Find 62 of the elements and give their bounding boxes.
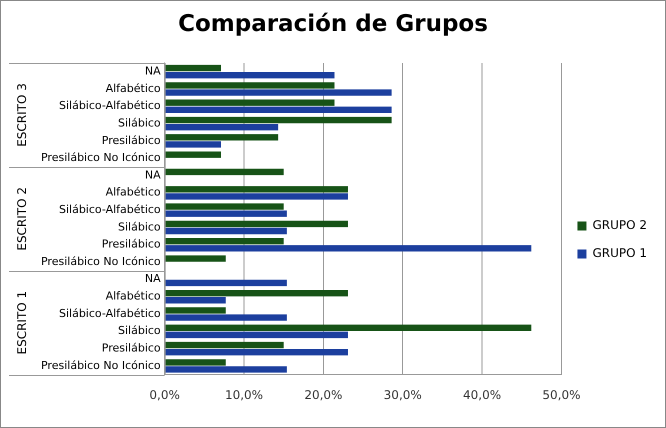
text: ESCRITO 1 — [15, 290, 30, 355]
y-tick-label: Presilábico No Icónico — [40, 358, 161, 372]
bar — [165, 245, 532, 252]
bar — [165, 297, 226, 304]
y-tick-label: Presilábico No Icónico — [40, 254, 161, 268]
bar — [165, 342, 284, 348]
y-tick-label: Silábico — [118, 220, 161, 234]
bar — [165, 151, 222, 158]
y-tick-label: Presilábico — [102, 134, 161, 147]
bar — [165, 64, 222, 72]
bar — [165, 280, 287, 286]
bar — [165, 359, 226, 366]
y-tick-label: Silábico — [118, 116, 161, 130]
y-tick-label: Silábico-Alfabético — [58, 306, 161, 320]
bar — [165, 124, 278, 130]
bar — [165, 193, 348, 200]
y-tick-label: Presilábico No Icónico — [40, 151, 161, 164]
y-tick-label: Presilábico — [102, 238, 161, 251]
text: ESCRITO 3 — [15, 83, 30, 147]
bar — [165, 89, 392, 96]
bar — [165, 348, 348, 356]
bar — [165, 324, 532, 331]
x-tick-label: 50,0% — [542, 388, 581, 402]
x-tick-label: 0,0% — [149, 388, 180, 402]
bar — [165, 141, 222, 148]
bar — [165, 116, 392, 124]
x-tick-label: 30,0% — [384, 388, 422, 402]
bar — [165, 332, 348, 338]
bar — [165, 220, 348, 228]
y-tick-label: Silábico — [118, 324, 161, 338]
y-tick-label: NA — [144, 272, 162, 286]
bar — [165, 290, 348, 296]
bar — [165, 228, 287, 234]
y-tick-label: Presilábico — [102, 341, 161, 354]
legend-label: GRUPO 2 — [592, 218, 648, 232]
bar — [165, 168, 284, 176]
y-tick-label: NA — [144, 64, 162, 78]
bar — [165, 255, 226, 262]
y-tick-label: NA — [144, 168, 162, 182]
bar — [165, 72, 334, 78]
y-tick-label: Silábico-Alfabético — [58, 99, 161, 112]
bar — [165, 314, 287, 321]
y-tick-label: Alfabético — [106, 82, 161, 95]
x-tick-label: 40,0% — [463, 388, 502, 402]
bar — [165, 100, 334, 106]
x-tick-label: 10,0% — [224, 388, 264, 402]
y-tick-label: Alfabético — [106, 290, 161, 303]
bar — [165, 238, 284, 244]
bar — [165, 134, 278, 141]
bar — [165, 203, 284, 210]
bar — [165, 366, 287, 373]
bar — [165, 186, 348, 192]
y-tick-label: Alfabético — [106, 186, 161, 199]
chart-title: Comparación de Grupos — [177, 11, 489, 37]
text: ESCRITO 2 — [15, 186, 30, 251]
legend-label: GRUPO 1 — [592, 246, 648, 260]
x-tick-label: 20,0% — [304, 388, 342, 402]
bar — [165, 106, 392, 114]
bar — [165, 82, 334, 89]
bar — [165, 307, 226, 314]
y-tick-label: Silábico-Alfabético — [58, 203, 161, 216]
bar — [165, 210, 287, 217]
